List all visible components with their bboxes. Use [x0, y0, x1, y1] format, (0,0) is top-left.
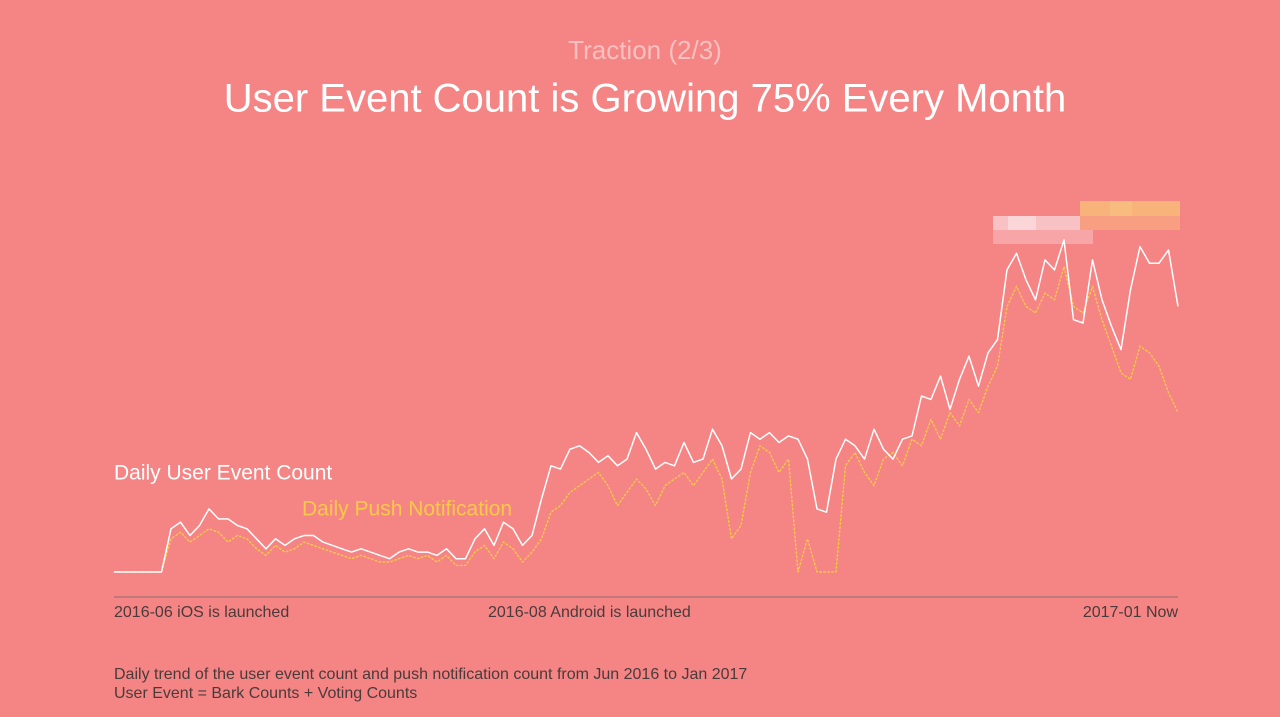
footnote: Daily trend of the user event count and …: [114, 666, 747, 683]
series-label: Daily User Event Count: [114, 462, 332, 485]
annotation: 2017-01 Now: [1083, 604, 1179, 621]
annotation: 2016-08 Android is launched: [488, 604, 691, 621]
series-line: [114, 239, 1179, 573]
annotation: 2016-06 iOS is launched: [114, 604, 289, 621]
supertitle: Traction (2/3): [568, 35, 722, 65]
series-label: Daily Push Notification: [302, 498, 512, 521]
chart-title: User Event Count is Growing 75% Every Mo…: [224, 77, 1067, 121]
blurred-patch: [993, 201, 1180, 244]
series-line: [113, 265, 1179, 573]
footnote: User Event = Bark Counts + Voting Counts: [114, 685, 417, 702]
